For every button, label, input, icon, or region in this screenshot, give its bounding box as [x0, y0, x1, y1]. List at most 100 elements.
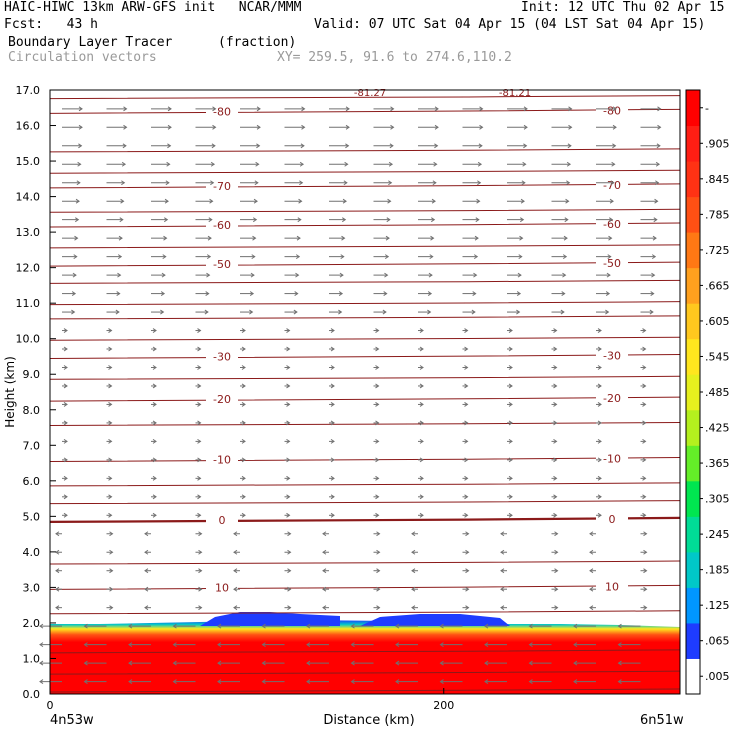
field-name: Boundary Layer Tracer [8, 35, 173, 50]
y-axis: 0.0 1.0 2.0 3.0 4.0 5.0 6.0 7.0 8.0 9.0 10.0 11.0 12… [16, 84, 56, 701]
contour-line [49, 301, 681, 306]
contour-label-bg [596, 349, 628, 362]
vector-arrowhead [654, 198, 659, 204]
vector-arrowhead [251, 254, 256, 260]
vector-arrowhead [473, 272, 478, 278]
vector-arrowhead [434, 124, 439, 130]
vector-arrowhead [172, 642, 177, 648]
y-tick-label: 9.0 [23, 368, 41, 381]
vector-arrowhead [465, 605, 470, 611]
vector-arrowhead [63, 328, 68, 333]
vector-arrowhead [207, 235, 212, 241]
contour-line [49, 222, 681, 228]
vector-arrowhead [560, 309, 565, 315]
vector-arrowhead [430, 235, 435, 241]
vector-arrowhead [508, 365, 513, 370]
vector-arrowhead [306, 642, 311, 648]
vector-arrowhead [287, 605, 292, 611]
vector-arrowhead [516, 291, 522, 297]
vector-arrowhead [197, 494, 202, 500]
vector-arrowhead [117, 254, 123, 260]
vector-arrowhead [605, 309, 610, 315]
vector-arrowhead [330, 402, 335, 407]
vector-arrowhead [109, 568, 114, 574]
vector-arrowhead [642, 328, 647, 333]
vector-arrowhead [553, 494, 558, 500]
vector-arrowhead [286, 475, 291, 481]
vector-arrowhead [428, 272, 433, 278]
vector-arrowhead [152, 457, 157, 463]
vector-arrowhead [108, 475, 113, 481]
vector-arrowhead [464, 383, 469, 389]
vector-arrowhead [152, 420, 157, 426]
vector-arrowhead [330, 383, 335, 389]
vector-arrowhead [523, 124, 528, 130]
vector-arrowhead [286, 328, 291, 333]
vector-arrowhead [617, 642, 622, 648]
vector-arrowhead [83, 623, 88, 629]
vector-arrowhead [250, 272, 255, 278]
vector-arrowhead [651, 272, 656, 278]
vector-arrowhead [144, 549, 149, 555]
vector-arrowhead [384, 254, 390, 260]
vector-arrowhead [554, 605, 559, 611]
vector-arrowhead [208, 217, 213, 223]
vector-arrowhead [210, 180, 215, 186]
vector-arrowhead [287, 531, 292, 537]
vector-arrowhead [617, 623, 622, 629]
vector-arrowhead [198, 568, 203, 574]
vector-arrowhead [109, 586, 114, 592]
vector-arrowhead [109, 549, 114, 555]
vector-arrowhead [439, 642, 444, 648]
vector-arrowhead [299, 180, 304, 186]
vector-arrowhead [508, 438, 513, 444]
vector-arrowhead [554, 568, 559, 574]
vector-arrowhead [161, 272, 166, 278]
vector-arrowhead [197, 328, 202, 333]
vector-arrowhead [465, 531, 470, 537]
colorbar-label: .905 [705, 137, 730, 150]
vector-arrowhead [605, 291, 611, 297]
y-tick-label: 1.0 [23, 652, 41, 665]
vector-arrowhead [108, 512, 113, 518]
contour-label-bg [596, 452, 628, 465]
x-axis: 0 200 [47, 688, 454, 712]
contour-label: 10 [605, 580, 619, 593]
vector-arrowhead [554, 531, 559, 537]
vector-arrowhead [343, 180, 348, 186]
contour-label: -80 [603, 104, 621, 117]
contour-label: -10 [213, 454, 231, 467]
vector-arrowhead [197, 475, 202, 481]
colorbar-label: .125 [705, 599, 730, 612]
contour-label-bg [596, 512, 628, 525]
vector-arrowhead [465, 568, 470, 574]
circulation-vectors [39, 106, 662, 684]
colorbar-swatch [686, 551, 700, 588]
contour-label-bg [206, 350, 238, 363]
vector-arrowhead [330, 328, 335, 333]
vector-arrowhead [573, 679, 578, 684]
vector-arrowhead [573, 660, 578, 666]
colorbar: .005 .065 .125 .185 .245 .305 .365 .425 .485 .545… [685, 89, 730, 695]
vector-arrowhead [553, 420, 558, 426]
vector-arrowhead [330, 494, 335, 500]
vector-arrowhead [642, 383, 647, 389]
vector-arrowhead [78, 106, 83, 112]
vector-arrowhead [385, 235, 390, 241]
vector-arrowhead [528, 660, 533, 666]
vector-arrowhead [375, 494, 380, 500]
contour-line [49, 610, 681, 615]
vector-arrowhead [617, 660, 622, 666]
colorbar-swatch [686, 658, 700, 695]
vector-arrowhead [210, 161, 216, 167]
vector-arrowhead [568, 124, 573, 130]
vector-arrowhead [500, 605, 505, 611]
vector-arrowhead [642, 438, 647, 444]
vector-arrowhead [484, 642, 489, 648]
colorbar-label: .485 [705, 386, 730, 399]
vector-arrowhead [655, 161, 661, 167]
contour-line [49, 516, 681, 524]
vector-arrowhead [63, 457, 68, 463]
vector-arrowhead [63, 475, 68, 481]
vector-arrowhead [395, 623, 400, 629]
